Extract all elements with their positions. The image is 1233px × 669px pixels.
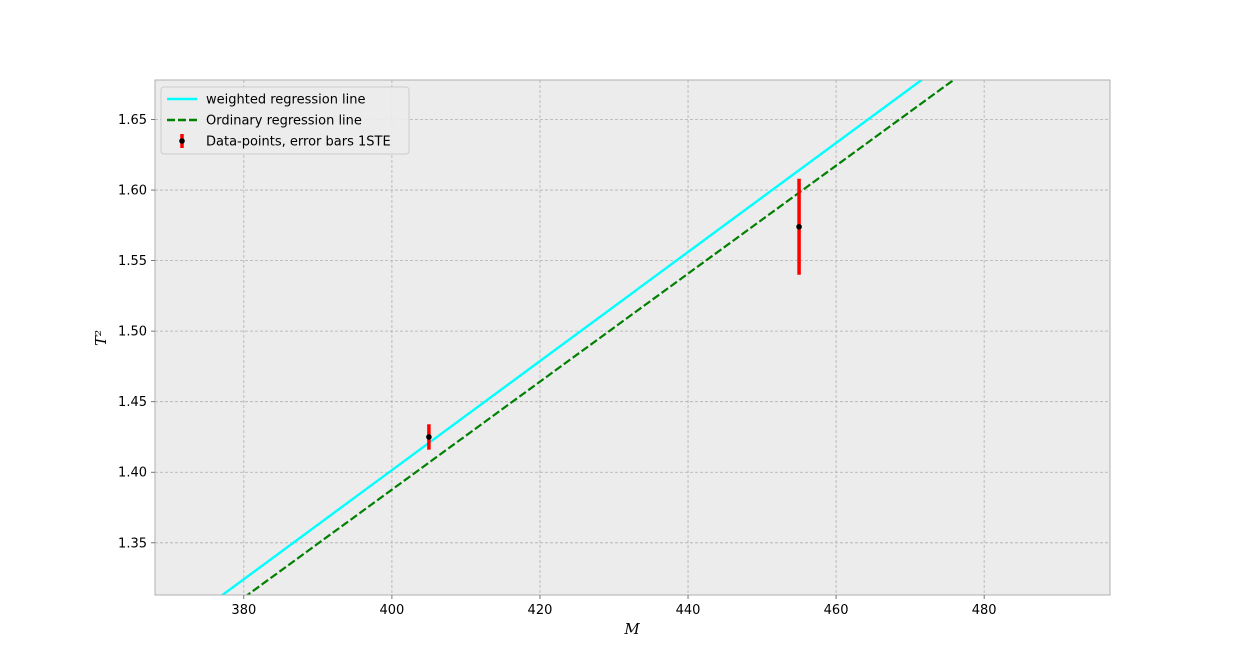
ordinary-regression-line: [245, 80, 956, 595]
ticks: 380 400 420 440 460 480 1.35 1.40 1.45 1.50 1.55 1.…: [118, 113, 997, 618]
legend: weighted regression line Ordinary regress…: [160, 86, 410, 155]
legend-label: weighted regression line: [206, 93, 366, 108]
x-tick-label: 400: [379, 603, 404, 618]
x-tick-label: 460: [824, 603, 849, 618]
data-point: [426, 434, 432, 440]
plot-area: [155, 80, 1110, 595]
legend-label: Data-points, error bars 1STE: [206, 135, 391, 150]
y-tick-label: 1.35: [118, 536, 147, 551]
data-point: [796, 223, 802, 230]
legend-point-handle: [179, 138, 185, 144]
y-tick-label: 1.40: [118, 466, 147, 481]
grid: [155, 80, 1110, 595]
plot-frame: [154, 79, 1111, 596]
y-tick-label: 1.60: [118, 184, 147, 199]
legend-label: Ordinary regression line: [206, 114, 362, 129]
x-tick-label: 480: [972, 603, 997, 618]
legend-box: [160, 86, 410, 155]
y-tick-label: 1.45: [118, 395, 147, 410]
x-tick-label: 440: [676, 603, 701, 618]
x-tick-label: 380: [231, 603, 256, 618]
y-tick-label: 1.65: [118, 113, 147, 128]
weighted-regression-line: [220, 80, 924, 595]
y-tick-label: 1.55: [118, 254, 147, 269]
y-tick-label: 1.50: [118, 325, 147, 340]
x-axis-label: M: [623, 620, 640, 638]
y-axis-label: T²: [92, 330, 110, 346]
series-layer: [220, 80, 956, 595]
x-tick-label: 420: [528, 603, 553, 618]
